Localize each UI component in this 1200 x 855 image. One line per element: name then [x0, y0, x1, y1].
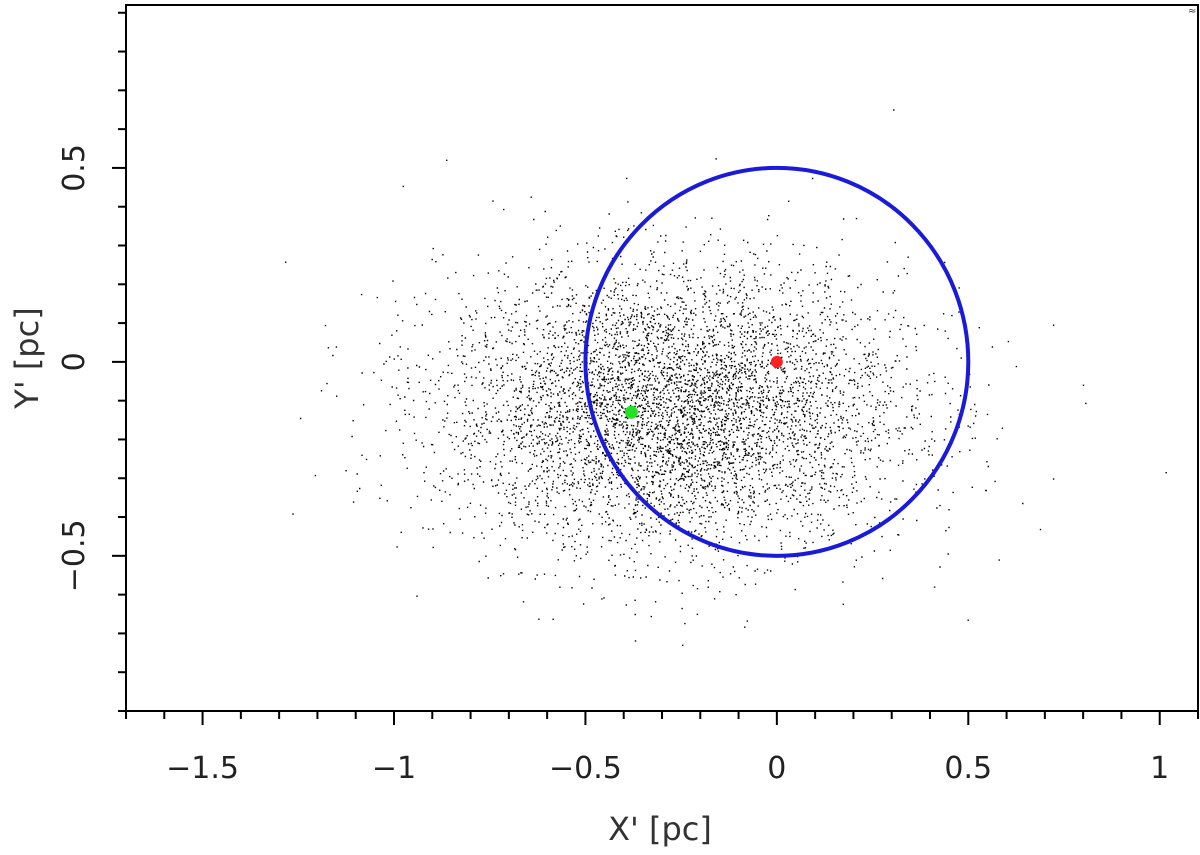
x-tick-label: 0.5: [944, 751, 992, 786]
x-tick-label: −0.5: [549, 751, 622, 786]
corner-mark: ≈: [1188, 6, 1196, 17]
axis-ticks: [112, 11, 1199, 725]
y-tick-label: −0.5: [57, 519, 92, 592]
centroid-marker: [624, 405, 638, 419]
x-tick-label: 1: [1150, 751, 1169, 786]
x-tick-label: −1: [372, 751, 416, 786]
y-axis-label: Y' [pc]: [8, 307, 46, 409]
y-tick-label: 0.5: [57, 144, 92, 192]
origin-marker: [770, 355, 783, 368]
x-tick-label: −1.5: [166, 751, 239, 786]
x-tick-label: 0: [767, 751, 786, 786]
tick-labels: −1.5 −1 −0.5 0 0.5 1 −0.5 0 0.5: [57, 144, 1169, 786]
y-tick-label: 0: [57, 352, 92, 371]
x-axis-label: X' [pc]: [608, 810, 712, 848]
radius-circle-shape: [583, 165, 971, 558]
plot-frame: [125, 4, 1199, 712]
scatter-points: [285, 109, 1167, 647]
point-cloud: [285, 109, 1167, 647]
